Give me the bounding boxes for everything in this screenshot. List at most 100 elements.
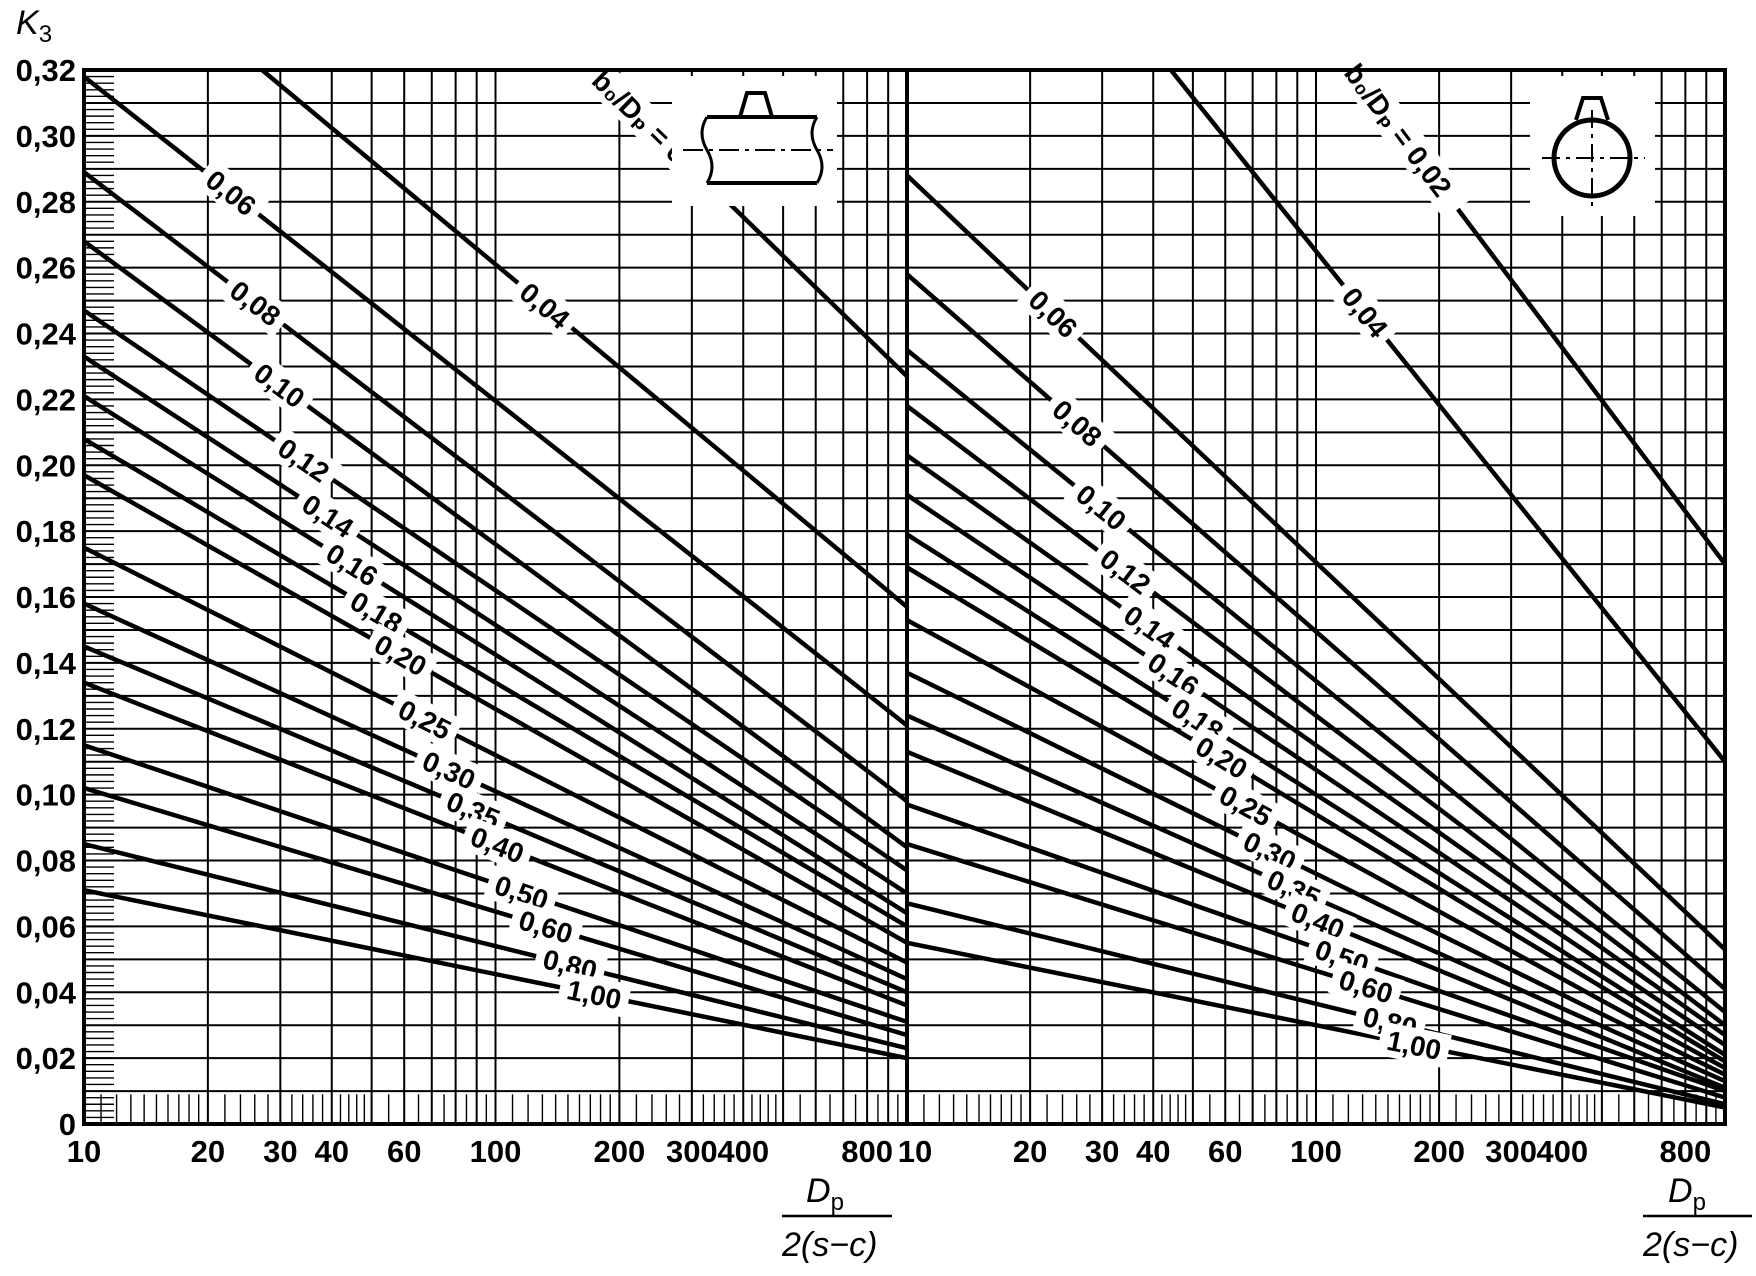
curve-line (84, 436, 907, 929)
curve-line (907, 841, 1725, 1100)
curve-label-background (241, 350, 318, 420)
curve-line (588, 70, 907, 378)
x-axis-title-numerator: Dp (1668, 1172, 1706, 1216)
x-tick-label: 10 (898, 1134, 932, 1169)
curve-label-background (1039, 387, 1115, 459)
x-tick-label: 10 (67, 1134, 101, 1169)
panel-2-curves (907, 70, 1725, 1110)
curve-label-background (1135, 640, 1213, 708)
y-tick-label: 0,12 (16, 712, 76, 747)
x-tick-label: 30 (1085, 1134, 1119, 1169)
curve-label: b₀/Dₚ = 0,02 (1325, 40, 1472, 220)
curve-line (84, 170, 907, 804)
curve-line (84, 473, 907, 945)
y-tick-label: 0,18 (16, 514, 76, 549)
curve-label-background (434, 780, 513, 840)
curve-line (907, 404, 1725, 1027)
curve-label-background (337, 579, 416, 645)
x-tick-label: 300 (1485, 1134, 1537, 1169)
x-tick-label: 100 (1290, 1134, 1342, 1169)
curve-label-background (1182, 724, 1261, 791)
curve-line (84, 239, 907, 850)
y-tick-label: 0,22 (16, 382, 76, 417)
curve-label-background (289, 482, 367, 550)
curve-label-background (1376, 1021, 1452, 1069)
curve-label: 0,04 (1329, 274, 1401, 351)
x-tick-label: 100 (470, 1134, 522, 1169)
curve-label-background (361, 622, 440, 688)
curve-label-background (1016, 277, 1091, 351)
curve-line (84, 394, 907, 916)
curve-label-background (410, 740, 488, 801)
curve-line (907, 565, 1725, 1064)
y-tick-label: 0,28 (16, 185, 76, 220)
panel-1-curves (84, 70, 907, 1061)
x-tick-label: 200 (594, 1134, 646, 1169)
curve-line (907, 670, 1725, 1077)
curve-label-background (1087, 536, 1164, 607)
curve-label-background (1329, 274, 1401, 351)
curve-line (84, 308, 907, 873)
curve-label-background (1111, 593, 1188, 662)
curve-label: 0,08 (217, 268, 294, 338)
y-tick-label: 0 (59, 1107, 76, 1142)
curve-line (258, 70, 907, 609)
curve-line (84, 601, 907, 982)
x-axis-title-left: Dp 2(s−c) (781, 1172, 892, 1264)
y-axis-title: K3 (16, 4, 52, 48)
curve-label-background (217, 268, 294, 338)
curve-label-background (1206, 773, 1285, 838)
curve-label-background (507, 269, 583, 341)
curve-label-background (265, 426, 343, 494)
y-tick-label: 0,10 (16, 778, 76, 813)
curve-line (907, 493, 1725, 1047)
grid-layer (83, 69, 1726, 1125)
x-tick-label: 20 (1013, 1134, 1047, 1169)
x-tick-label: 800 (1659, 1134, 1711, 1169)
curve-label-background (1230, 820, 1309, 882)
x-tick-label: 40 (1136, 1134, 1170, 1169)
curve-label-background (1325, 40, 1472, 220)
x-tick-label: 40 (315, 1134, 349, 1169)
x-axis-title-right: Dp 2(s−c) (1642, 1172, 1752, 1264)
y-tick-label: 0,02 (16, 1041, 76, 1076)
x-tick-label: 400 (1536, 1134, 1588, 1169)
curve-label-background (313, 531, 391, 598)
curve-line (84, 841, 907, 1051)
y-tick-label: 0,04 (16, 975, 77, 1010)
curve-label-background (193, 157, 270, 228)
curve-line (84, 354, 907, 896)
y-tick-label: 0,06 (16, 909, 76, 944)
x-axis-title-denominator: 2(s−c) (1642, 1226, 1738, 1264)
y-tick-label: 0,24 (16, 317, 77, 352)
curve-line (907, 272, 1725, 991)
curve-label-background (1063, 472, 1140, 543)
curve-label-text: 1,00 (564, 974, 624, 1015)
pipe-cross-section-with-branch-icon (1530, 76, 1655, 216)
curve-label-background (1279, 891, 1357, 950)
y-tick-label: 0,30 (16, 119, 76, 154)
curve-label-background (507, 900, 585, 954)
curve-line (907, 901, 1725, 1107)
curve-label-background (556, 970, 632, 1018)
curve-label-background (483, 865, 561, 920)
x-tick-label: 800 (841, 1134, 893, 1169)
y-tick-label: 0,08 (16, 844, 76, 879)
curve-label: 0,14 (289, 482, 367, 550)
x-axis-title-numerator: Dp (806, 1172, 844, 1216)
x-tick-label: 300 (666, 1134, 718, 1169)
curve-label-background (385, 688, 464, 751)
curve-line (1167, 70, 1725, 764)
x-tick-label: 400 (717, 1134, 769, 1169)
curve-label: 1,00 (556, 970, 632, 1018)
frame-layer (82, 68, 1727, 1126)
curve-line (84, 887, 907, 1061)
curve-layer (84, 70, 1725, 1110)
curve-label-background (458, 816, 537, 874)
curve-line (907, 618, 1725, 1070)
x-tick-label: 200 (1413, 1134, 1465, 1169)
y-tick-label: 0,16 (16, 580, 76, 615)
curve-line (84, 785, 907, 1038)
